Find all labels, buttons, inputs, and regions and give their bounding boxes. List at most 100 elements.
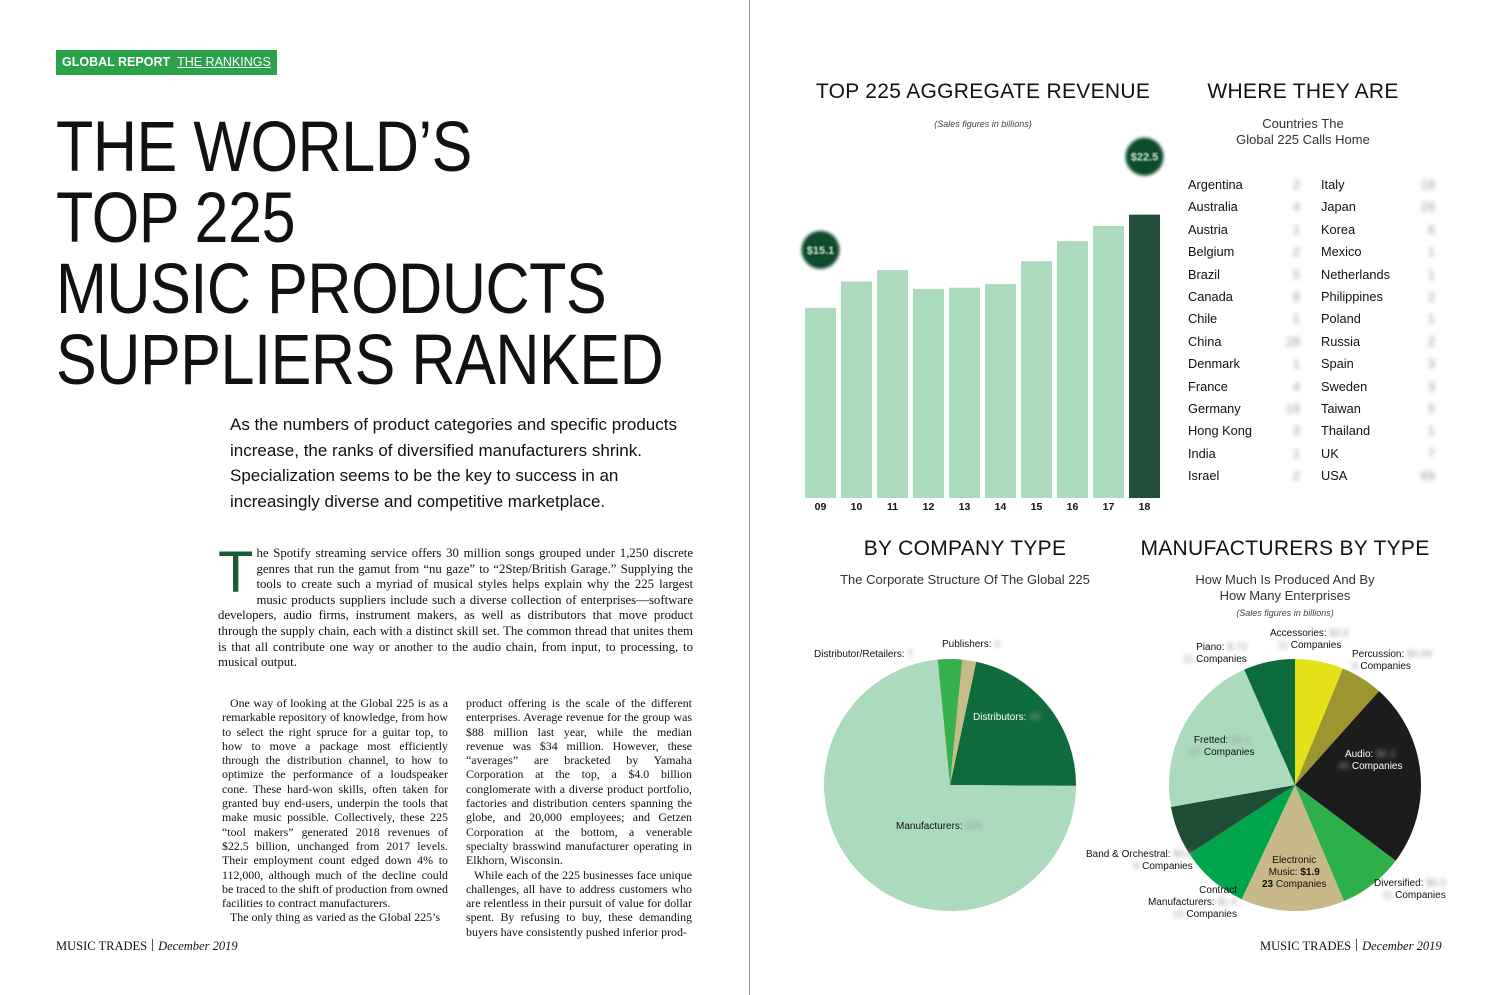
country-row: Denmark 1	[1188, 356, 1300, 378]
country-row: Australia 4	[1188, 199, 1300, 221]
country-row: Russia 2	[1321, 334, 1435, 356]
country-name: USA	[1321, 468, 1348, 484]
footer-brand: MUSIC TRADES	[1260, 939, 1352, 953]
x-tick-label: 13	[959, 501, 971, 513]
country-row: Argentina 2	[1188, 177, 1300, 199]
country-count: 2	[1427, 288, 1435, 304]
pie-label: Diversified: $6.0 11 Companies	[1374, 878, 1446, 901]
country-count: 2	[1292, 177, 1300, 192]
pie-slice	[1295, 668, 1380, 785]
body-paragraph: One way of looking at the Global 225 is …	[222, 696, 448, 911]
where-title: WHERE THEY ARE	[1207, 80, 1399, 103]
where-subtitle-line: Global 225 Calls Home	[1236, 132, 1370, 147]
headline-line: TOP 225	[56, 179, 296, 258]
pie-label: Band & Orchestral: $0.9 8 Companies	[1086, 849, 1193, 872]
company-type-title: BY COMPANY TYPE	[863, 537, 1067, 560]
footer-left: MUSIC TRADES December 2019	[56, 939, 238, 954]
country-count: 1	[1427, 423, 1435, 439]
country-name: Italy	[1321, 177, 1345, 192]
country-row: Germany 19	[1188, 401, 1300, 423]
country-count: 7	[1427, 445, 1435, 461]
country-count: 19	[1285, 400, 1300, 416]
data-label-badge	[1125, 137, 1164, 176]
country-name: Chile	[1188, 311, 1218, 327]
headline-line: MUSIC PRODUCTS	[56, 250, 607, 329]
pie-slice	[1295, 691, 1421, 861]
country-row: Israel 2	[1188, 468, 1300, 490]
country-name: Brazil	[1188, 266, 1220, 282]
country-name: Spain	[1321, 356, 1354, 372]
country-row: Canada 8	[1188, 289, 1300, 311]
section-tag: GLOBAL REPORT THE RANKINGS	[56, 50, 277, 75]
pie-slice	[1244, 659, 1295, 785]
country-row: Spain 3	[1321, 356, 1435, 378]
country-name: Korea	[1321, 221, 1356, 237]
country-count: 5	[1292, 266, 1300, 282]
country-name: Israel	[1188, 468, 1220, 484]
country-row: Italy 18	[1321, 177, 1435, 199]
country-count: 2	[1427, 333, 1435, 349]
pie-label: Contract Manufacturers: $1.4 13 Companies	[1148, 885, 1237, 920]
body-column-2: product offering is the scale of the dif…	[466, 696, 692, 939]
deck: As the numbers of product categories and…	[230, 415, 677, 511]
manufacturers-type-note: (Sales figures in billions)	[1236, 608, 1334, 618]
country-name: India	[1188, 445, 1216, 461]
data-label: $22.5	[1131, 152, 1159, 164]
country-name: Belgium	[1188, 244, 1235, 260]
country-row: India 1	[1188, 446, 1300, 468]
pie-label: Percussion: $0.94 8 Companies	[1352, 649, 1433, 672]
bar-11	[877, 270, 908, 498]
x-tick-label: 14	[995, 501, 1007, 513]
bar-15	[1021, 261, 1052, 498]
country-count: 4	[1292, 199, 1300, 215]
bar-17	[1093, 226, 1124, 498]
country-name: Germany	[1188, 400, 1241, 416]
drop-cap: T	[218, 540, 254, 605]
manufacturers-type-subtitle: How Much Is Produced And By How Many Ent…	[1140, 572, 1430, 604]
country-name: Sweden	[1321, 378, 1368, 394]
company-type-subtitle: The Corporate Structure Of The Global 22…	[840, 572, 1090, 587]
x-tick-label: 17	[1103, 501, 1115, 513]
bar-18	[1129, 214, 1160, 498]
pie-slice	[1295, 659, 1343, 785]
country-name: Australia	[1188, 199, 1238, 215]
footer-right: MUSIC TRADES December 2019	[1260, 939, 1442, 954]
country-row: Austria 1	[1188, 222, 1300, 244]
country-row: France 4	[1188, 379, 1300, 401]
country-count: 2	[1292, 468, 1300, 484]
country-row: Mexico 1	[1321, 244, 1435, 266]
country-row: Japan 26	[1321, 199, 1435, 221]
country-row: Poland 1	[1321, 311, 1435, 333]
pie-label: Audio: $6.2 40 Companies	[1338, 749, 1403, 772]
pie-label-manufacturers: Manufacturers: 165	[896, 821, 983, 832]
x-tick-label: 10	[851, 501, 863, 513]
country-row: USA 69	[1321, 468, 1435, 490]
country-count: 1	[1427, 266, 1435, 282]
lead-text: he Spotify streaming service offers 30 m…	[218, 546, 693, 670]
country-row: Chile 1	[1188, 311, 1300, 333]
body-column-1: One way of looking at the Global 225 is …	[222, 696, 448, 925]
revenue-chart-note: (Sales figures in billions)	[934, 119, 1032, 129]
country-name: Denmark	[1188, 356, 1240, 372]
country-row: China 28	[1188, 334, 1300, 356]
x-tick-label: 16	[1067, 501, 1079, 513]
body-paragraph: The only thing as varied as the Global 2…	[230, 910, 441, 925]
country-count: 18	[1420, 177, 1435, 192]
country-name: Thailand	[1321, 423, 1371, 439]
manufacturers-type-pie	[1169, 659, 1421, 911]
where-subtitle-line: Countries The	[1262, 116, 1344, 131]
country-name: France	[1188, 378, 1228, 394]
country-row: Philippines 2	[1321, 289, 1435, 311]
country-row: Sweden 3	[1321, 379, 1435, 401]
country-count: 3	[1427, 356, 1435, 372]
x-tick-label: 12	[923, 501, 935, 513]
section-tag-rest: THE RANKINGS	[177, 55, 271, 69]
headline-line: SUPPLIERS RANKED	[56, 321, 664, 400]
country-count: 1	[1292, 356, 1300, 372]
pie-slice	[824, 659, 1076, 911]
country-row: Thailand 1	[1321, 423, 1435, 445]
data-label-badge	[801, 230, 840, 269]
pie-slice	[1169, 669, 1295, 807]
pie-slice	[950, 661, 1076, 786]
